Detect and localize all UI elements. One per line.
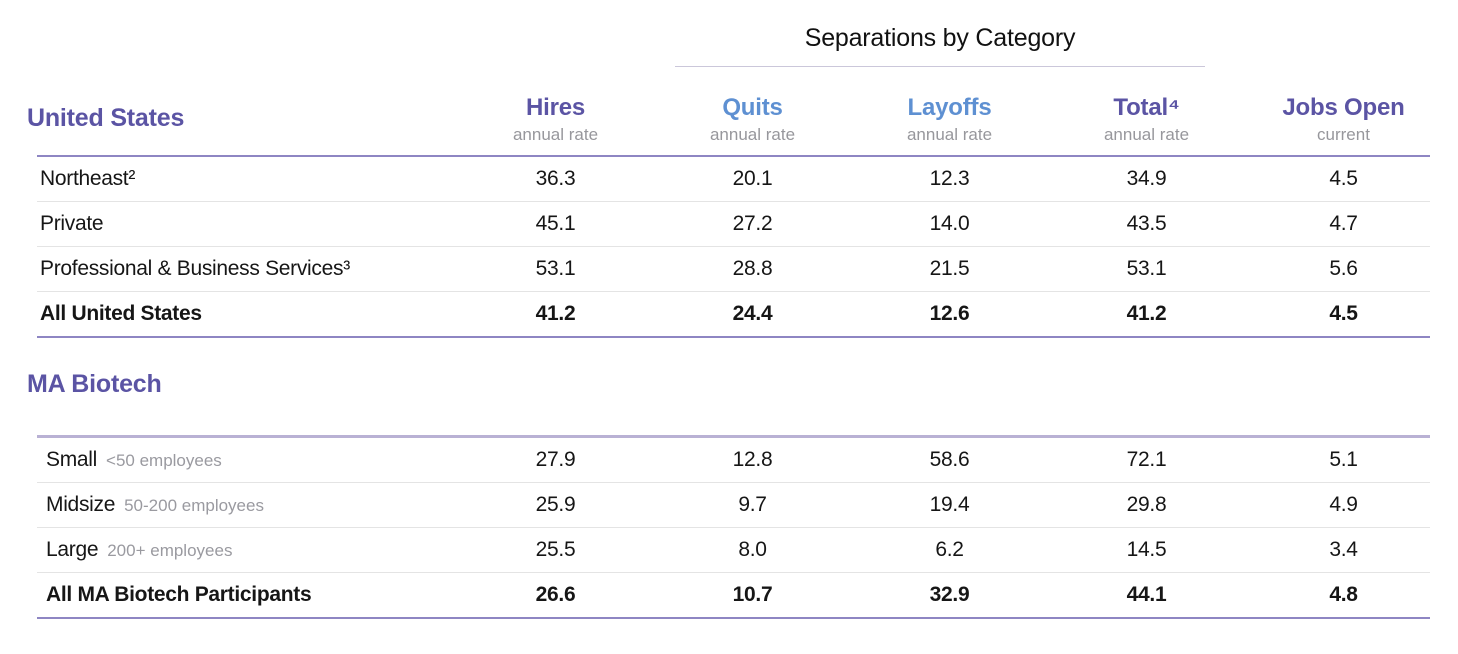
cell-layoffs: 14.0 [929, 212, 970, 235]
ma-biotech-table: Small <50 employees 27.9 12.8 58.6 72.1 5… [37, 435, 1430, 619]
column-header-quits: Quits annual rate [654, 94, 851, 155]
cell-total: 53.1 [1126, 257, 1167, 280]
ma-biotech-header: MA Biotech [27, 370, 1458, 399]
cell-total: 29.8 [1126, 493, 1167, 516]
cell-hires: 25.9 [535, 493, 576, 516]
cell-jobs-open: 4.7 [1329, 212, 1358, 235]
row-label: Large [46, 538, 99, 561]
jobs-open-sublabel: current [1317, 125, 1370, 144]
layoffs-label: Layoffs [907, 94, 992, 121]
row-label: All United States [40, 302, 202, 325]
cell-total: 44.1 [1126, 583, 1167, 606]
cell-quits: 8.0 [738, 538, 767, 561]
separations-title: Separations by Category [804, 24, 1076, 52]
cell-hires: 27.9 [535, 448, 576, 471]
column-header-total: Total⁴ annual rate [1048, 94, 1245, 155]
row-label: Private [40, 212, 104, 235]
cell-quits: 20.1 [732, 167, 773, 190]
cell-hires: 41.2 [535, 302, 576, 325]
cell-layoffs: 6.2 [935, 538, 964, 561]
total-label: Total⁴ [1113, 94, 1180, 121]
cell-hires: 45.1 [535, 212, 576, 235]
cell-quits: 28.8 [732, 257, 773, 280]
total-sublabel: annual rate [1103, 125, 1190, 144]
cell-total: 43.5 [1126, 212, 1167, 235]
us-section-title: United States [27, 104, 185, 132]
table-row-private: Private 45.1 27.2 14.0 43.5 4.7 [37, 202, 1430, 247]
us-table: United States Hires annual rate Quits an… [27, 67, 1430, 338]
cell-hires: 26.6 [535, 583, 576, 606]
cell-quits: 10.7 [732, 583, 773, 606]
cell-quits: 24.4 [732, 302, 773, 325]
cell-total: 34.9 [1126, 167, 1167, 190]
row-sublabel: <50 employees [106, 451, 222, 470]
table-row-midsize: Midsize 50-200 employees 25.9 9.7 19.4 29… [37, 483, 1430, 528]
hires-sublabel: annual rate [512, 125, 599, 144]
cell-jobs-open: 5.1 [1329, 448, 1358, 471]
cell-jobs-open: 4.9 [1329, 493, 1358, 516]
table-row-northeast: Northeast² 36.3 20.1 12.3 34.9 4.5 [37, 157, 1430, 202]
hires-label: Hires [525, 94, 586, 121]
cell-jobs-open: 5.6 [1329, 257, 1358, 280]
row-sublabel: 200+ employees [107, 541, 233, 560]
row-label: All MA Biotech Participants [46, 583, 312, 606]
layoffs-sublabel: annual rate [906, 125, 993, 144]
quits-sublabel: annual rate [709, 125, 796, 144]
table-row-small: Small <50 employees 27.9 12.8 58.6 72.1 5… [37, 438, 1430, 483]
cell-hires: 36.3 [535, 167, 576, 190]
column-header-layoffs: Layoffs annual rate [851, 94, 1048, 155]
cell-jobs-open: 3.4 [1329, 538, 1358, 561]
table-row-large: Large 200+ employees 25.5 8.0 6.2 14.5 3.… [37, 528, 1430, 573]
cell-total: 41.2 [1126, 302, 1167, 325]
table-row-all-united-states: All United States 41.2 24.4 12.6 41.2 4.… [37, 292, 1430, 338]
cell-quits: 12.8 [732, 448, 773, 471]
cell-hires: 53.1 [535, 257, 576, 280]
row-label: Professional & Business Services³ [40, 257, 350, 280]
row-label: Small [46, 448, 98, 471]
column-header-jobs-open: Jobs Open current [1245, 94, 1442, 155]
cell-total: 14.5 [1126, 538, 1167, 561]
column-header-hires: Hires annual rate [457, 94, 654, 155]
row-label: Northeast² [40, 167, 136, 190]
cell-total: 72.1 [1126, 448, 1167, 471]
quits-label: Quits [722, 94, 783, 121]
cell-hires: 25.5 [535, 538, 576, 561]
cell-layoffs: 32.9 [929, 583, 970, 606]
cell-layoffs: 21.5 [929, 257, 970, 280]
row-sublabel: 50-200 employees [124, 496, 264, 515]
cell-jobs-open: 4.5 [1329, 167, 1358, 190]
table-row-prof-business-services: Professional & Business Services³ 53.1 2… [37, 247, 1430, 292]
cell-layoffs: 12.6 [929, 302, 970, 325]
ma-section-title: MA Biotech [27, 370, 162, 398]
cell-quits: 27.2 [732, 212, 773, 235]
cell-layoffs: 12.3 [929, 167, 970, 190]
cell-jobs-open: 4.8 [1329, 583, 1358, 606]
cell-layoffs: 19.4 [929, 493, 970, 516]
us-header-row: United States Hires annual rate Quits an… [27, 67, 1430, 157]
jobs-open-label: Jobs Open [1282, 94, 1405, 121]
cell-layoffs: 58.6 [929, 448, 970, 471]
table-row-all-ma-biotech: All MA Biotech Participants 26.6 10.7 32… [37, 573, 1430, 619]
separations-by-category-header: Separations by Category [675, 12, 1205, 67]
cell-jobs-open: 4.5 [1329, 302, 1358, 325]
row-label: Midsize [46, 493, 116, 516]
cell-quits: 9.7 [738, 493, 767, 516]
